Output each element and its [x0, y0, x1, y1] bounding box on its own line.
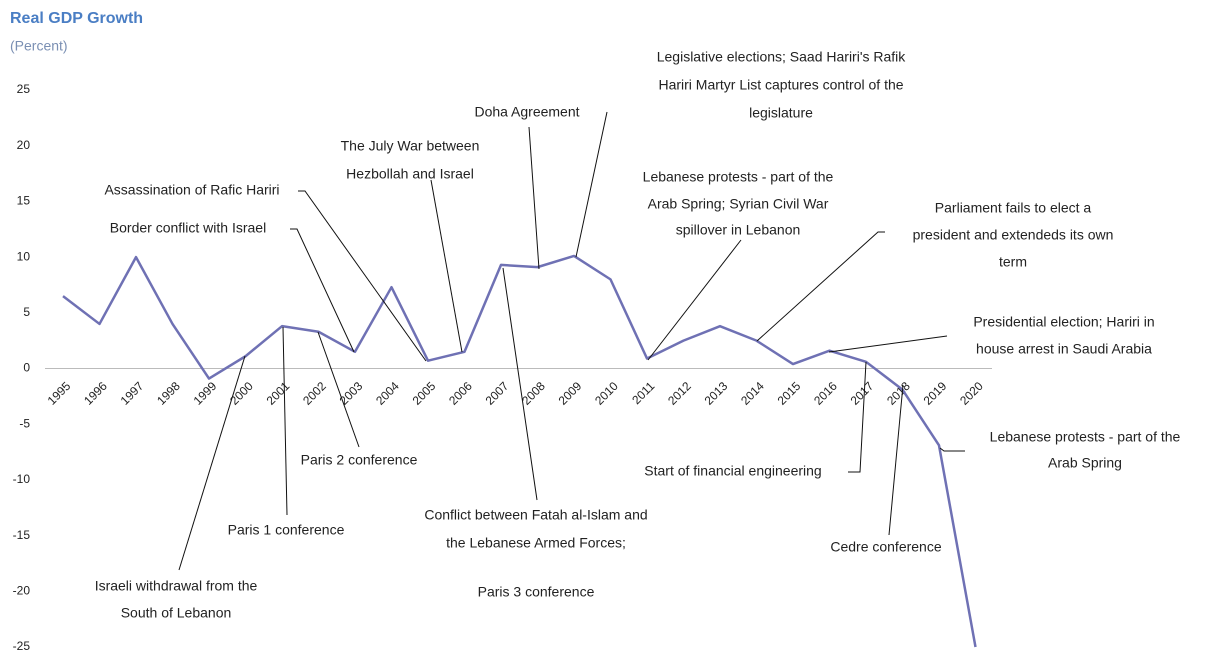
- annotation: Border conflict with Israel: [110, 220, 266, 236]
- annotation: Arab Spring: [1048, 455, 1122, 471]
- x-tick-label: 2018: [884, 379, 913, 408]
- annotation: spillover in Lebanon: [676, 222, 801, 238]
- annotation: Paris 1 conference: [228, 522, 345, 538]
- chart-subtitle: (Percent): [10, 38, 68, 54]
- y-tick-label: 25: [17, 82, 31, 96]
- annotation: Arab Spring; Syrian Civil War: [648, 196, 829, 212]
- annotation-leader: [178, 355, 246, 571]
- annotation-leader: [282, 326, 288, 516]
- annotation-leader: [430, 179, 463, 353]
- annotation-leader: [298, 190, 427, 362]
- annotation: Presidential election; Hariri in: [973, 314, 1154, 330]
- annotation: Assassination of Rafic Hariri: [104, 182, 279, 198]
- x-tick-label: 2008: [519, 379, 548, 408]
- annotation: Conflict between Fatah al-Islam and: [424, 507, 647, 523]
- y-tick-label: 10: [17, 249, 31, 263]
- annotation-leader: [848, 361, 867, 473]
- x-tick-label: 2006: [446, 379, 475, 408]
- annotation: Legislative elections; Saad Hariri's Raf…: [657, 49, 907, 65]
- x-tick-label: 1997: [118, 379, 147, 408]
- annotation: legislature: [749, 105, 813, 121]
- x-tick-label: 2009: [556, 379, 585, 408]
- x-tick-label: 2010: [592, 379, 621, 408]
- y-tick-label: 5: [23, 305, 30, 319]
- x-tick-label: 2004: [373, 379, 402, 408]
- y-tick-label: -10: [13, 472, 31, 486]
- annotation: The July War between: [341, 138, 480, 154]
- x-tick-label: 2007: [483, 379, 512, 408]
- y-tick-label: -15: [13, 528, 31, 542]
- annotation-leader: [502, 267, 538, 501]
- x-tick-label: 2020: [957, 379, 986, 408]
- annotation: Hariri Martyr List captures control of t…: [658, 77, 903, 93]
- annotation-leader: [317, 331, 360, 448]
- x-tick-label: 2005: [410, 379, 439, 408]
- annotation-leader: [828, 335, 948, 353]
- annotation: South of Lebanon: [121, 605, 232, 621]
- y-tick-label: -25: [13, 639, 31, 653]
- x-tick-label: 2017: [848, 379, 877, 408]
- y-tick-label: 20: [17, 138, 31, 152]
- x-tick-label: 2013: [702, 379, 731, 408]
- annotation: the Lebanese Armed Forces;: [446, 535, 626, 551]
- x-tick-label: 2014: [738, 379, 767, 408]
- annotation-leader: [888, 384, 904, 536]
- annotation: president and extendeds its own: [913, 227, 1114, 243]
- x-tick-label: 2003: [337, 379, 366, 408]
- annotation-leader: [756, 231, 885, 342]
- annotation: Paris 2 conference: [301, 452, 418, 468]
- annotation: Cedre conference: [830, 539, 942, 555]
- annotation: Paris 3 conference: [478, 584, 595, 600]
- annotation-leader: [939, 447, 965, 452]
- x-tick-label: 2002: [300, 379, 329, 408]
- x-tick-label: 2000: [227, 379, 256, 408]
- y-tick-label: -5: [19, 416, 30, 430]
- annotation-leader: [647, 239, 742, 361]
- x-tick-label: 1996: [81, 379, 110, 408]
- x-tick-label: 2019: [921, 379, 950, 408]
- annotation: Start of financial engineering: [644, 463, 821, 479]
- data-line: [62, 254, 977, 648]
- y-tick-label: -20: [13, 583, 31, 597]
- chart-title: Real GDP Growth: [10, 10, 143, 27]
- annotation: Lebanese protests - part of the: [643, 169, 834, 185]
- y-tick-label: 0: [23, 361, 30, 375]
- x-tick-label: 2001: [264, 379, 293, 408]
- x-tick-label: 2011: [629, 379, 657, 407]
- annotation: house arrest in Saudi Arabia: [976, 341, 1152, 357]
- annotation: Parliament fails to elect a: [935, 200, 1092, 216]
- x-tick-label: 1995: [45, 379, 74, 408]
- annotation: Lebanese protests - part of the: [990, 429, 1181, 445]
- x-tick-label: 2015: [775, 379, 804, 408]
- x-tick-label: 2012: [665, 379, 694, 408]
- y-tick-label: 15: [17, 194, 31, 208]
- annotation-leader: [575, 111, 608, 258]
- annotation: term: [999, 254, 1027, 270]
- x-tick-label: 1998: [154, 379, 183, 408]
- annotation: Hezbollah and Israel: [346, 166, 474, 182]
- annotation-leader: [528, 126, 540, 270]
- annotation: Israeli withdrawal from the: [95, 578, 258, 594]
- x-tick-label: 1999: [191, 379, 220, 408]
- annotation: Doha Agreement: [474, 104, 579, 120]
- annotation-leader: [290, 228, 355, 353]
- x-tick-label: 2016: [811, 379, 840, 408]
